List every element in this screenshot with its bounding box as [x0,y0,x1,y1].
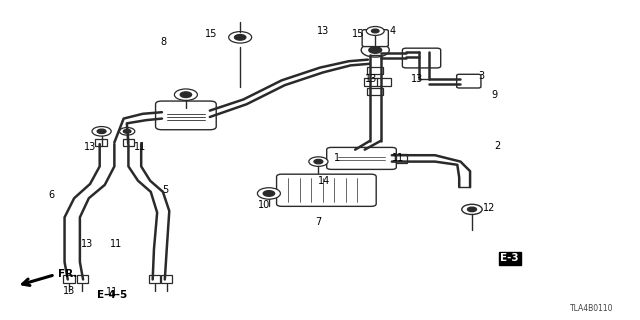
Text: E-3: E-3 [500,253,519,263]
Text: 13: 13 [81,239,93,249]
Text: 2: 2 [495,141,500,151]
Text: 9: 9 [492,90,497,100]
FancyBboxPatch shape [403,48,441,68]
Bar [364,78,378,86]
Text: 11: 11 [134,142,146,152]
Bar [149,276,161,284]
FancyBboxPatch shape [156,101,216,130]
Text: 15: 15 [352,29,365,39]
Text: E-3: E-3 [500,253,519,263]
Bar [63,276,75,284]
FancyBboxPatch shape [326,148,396,169]
Text: 15: 15 [205,29,218,39]
Bar [77,276,88,284]
Bar [95,139,107,146]
Circle shape [257,188,280,199]
Text: 3: 3 [478,71,484,81]
Text: 8: 8 [161,37,166,47]
Text: 5: 5 [163,185,168,195]
Circle shape [371,29,379,33]
Circle shape [462,204,482,214]
Circle shape [120,127,135,135]
Text: 7: 7 [316,217,322,227]
Circle shape [314,159,323,164]
Text: 12: 12 [483,203,495,213]
Text: 11: 11 [392,153,404,164]
Text: 10: 10 [259,200,271,210]
Circle shape [361,43,389,57]
Circle shape [263,191,275,196]
FancyBboxPatch shape [276,174,376,206]
Bar [367,88,383,95]
Text: 13: 13 [317,26,330,36]
Circle shape [174,89,197,100]
Text: 13: 13 [63,286,75,296]
Circle shape [92,126,111,136]
Text: 4: 4 [389,26,396,36]
Text: 11: 11 [109,239,122,249]
Circle shape [366,27,384,36]
Circle shape [228,32,252,43]
Text: 13: 13 [84,142,96,152]
Text: 13: 13 [411,74,423,84]
Text: 1: 1 [334,153,340,164]
Bar [161,276,173,284]
Bar [377,78,391,86]
FancyBboxPatch shape [457,74,481,88]
Circle shape [97,129,106,133]
Text: 6: 6 [49,190,55,200]
Text: 14: 14 [317,176,330,186]
Circle shape [180,92,191,98]
Circle shape [467,207,476,212]
Bar [367,67,383,74]
Text: 11: 11 [106,287,118,297]
Text: 13: 13 [365,74,377,84]
Bar [396,154,407,163]
Circle shape [309,157,328,166]
Circle shape [124,129,131,133]
Text: E-4-5: E-4-5 [97,291,127,300]
FancyBboxPatch shape [362,30,388,47]
Bar [123,139,134,146]
Circle shape [369,47,381,53]
Circle shape [234,35,246,40]
Text: FR.: FR. [58,269,77,279]
Text: TLA4B0110: TLA4B0110 [570,304,614,313]
